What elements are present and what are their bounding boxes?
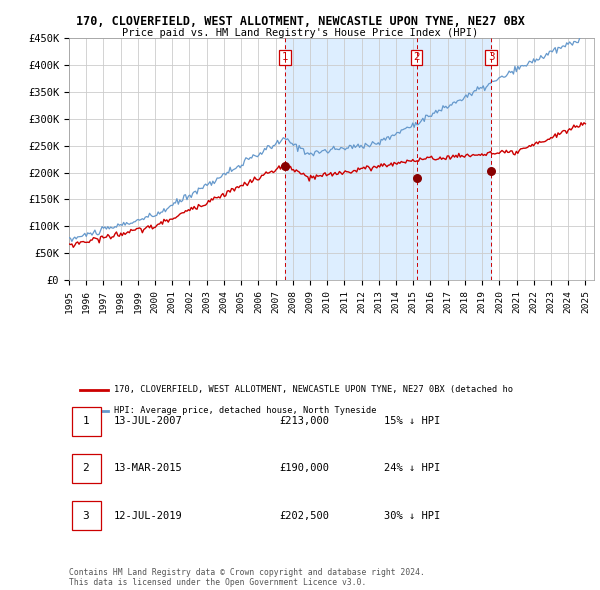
Text: £202,500: £202,500 (279, 511, 329, 520)
FancyBboxPatch shape (71, 407, 101, 436)
Text: 1: 1 (82, 417, 89, 426)
Text: 13-MAR-2015: 13-MAR-2015 (113, 464, 182, 473)
Text: 12-JUL-2019: 12-JUL-2019 (113, 511, 182, 520)
Text: 1: 1 (281, 52, 288, 62)
Text: Price paid vs. HM Land Registry's House Price Index (HPI): Price paid vs. HM Land Registry's House … (122, 28, 478, 38)
Point (487, 166, 496, 176)
Text: 3: 3 (488, 52, 494, 62)
Text: 170, CLOVERFIELD, WEST ALLOTMENT, NEWCASTLE UPON TYNE, NE27 0BX (detached ho: 170, CLOVERFIELD, WEST ALLOTMENT, NEWCAS… (113, 385, 512, 395)
Text: Contains HM Land Registry data © Crown copyright and database right 2024.
This d: Contains HM Land Registry data © Crown c… (69, 568, 425, 587)
Text: £213,000: £213,000 (279, 417, 329, 426)
FancyBboxPatch shape (71, 501, 101, 530)
Point (280, 161, 289, 171)
Text: 30% ↓ HPI: 30% ↓ HPI (384, 511, 440, 520)
Text: 2: 2 (82, 464, 89, 473)
Text: 24% ↓ HPI: 24% ↓ HPI (384, 464, 440, 473)
Text: 170, CLOVERFIELD, WEST ALLOTMENT, NEWCASTLE UPON TYNE, NE27 0BX: 170, CLOVERFIELD, WEST ALLOTMENT, NEWCAS… (76, 15, 524, 28)
Text: £190,000: £190,000 (279, 464, 329, 473)
Text: 2: 2 (413, 52, 420, 62)
Point (412, 173, 421, 183)
Text: 15% ↓ HPI: 15% ↓ HPI (384, 417, 440, 426)
Bar (284, 38, 491, 280)
FancyBboxPatch shape (71, 454, 101, 483)
Text: 3: 3 (82, 511, 89, 520)
Text: 13-JUL-2007: 13-JUL-2007 (113, 417, 182, 426)
Text: HPI: Average price, detached house, North Tyneside: HPI: Average price, detached house, Nort… (113, 407, 376, 415)
